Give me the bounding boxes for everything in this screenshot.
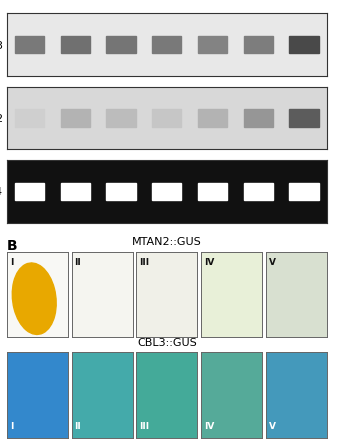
- Text: MTAN2::GUS: MTAN2::GUS: [132, 237, 202, 247]
- Text: I: I: [10, 258, 13, 267]
- Text: V: V: [269, 258, 276, 267]
- Bar: [198, 109, 227, 127]
- Bar: [289, 36, 319, 53]
- Text: $CBL3$: $CBL3$: [0, 38, 4, 51]
- Bar: [15, 109, 44, 127]
- Bar: [198, 36, 227, 53]
- Bar: [152, 183, 181, 200]
- Text: III: III: [139, 422, 149, 431]
- Bar: [244, 109, 273, 127]
- Bar: [198, 183, 227, 200]
- Text: $ELF4$: $ELF4$: [0, 186, 4, 198]
- Bar: [106, 109, 136, 127]
- Bar: [15, 36, 44, 53]
- Text: IV: IV: [204, 258, 214, 267]
- Bar: [15, 183, 44, 200]
- Text: V: V: [269, 422, 276, 431]
- Bar: [61, 183, 90, 200]
- Ellipse shape: [12, 263, 56, 334]
- Bar: [244, 183, 273, 200]
- Text: II: II: [74, 258, 81, 267]
- Bar: [61, 36, 90, 53]
- Bar: [244, 36, 273, 53]
- Text: A: A: [7, 13, 18, 27]
- Text: II: II: [74, 422, 81, 431]
- Text: $MTAN2$: $MTAN2$: [0, 112, 4, 124]
- Bar: [152, 109, 181, 127]
- Bar: [106, 36, 136, 53]
- Text: I: I: [10, 422, 13, 431]
- Text: III: III: [139, 258, 149, 267]
- Text: IV: IV: [204, 422, 214, 431]
- Bar: [152, 36, 181, 53]
- Bar: [61, 109, 90, 127]
- Text: B: B: [7, 239, 18, 253]
- Text: CBL3::GUS: CBL3::GUS: [137, 338, 197, 348]
- Bar: [106, 183, 136, 200]
- Bar: [289, 109, 319, 127]
- Bar: [289, 183, 319, 200]
